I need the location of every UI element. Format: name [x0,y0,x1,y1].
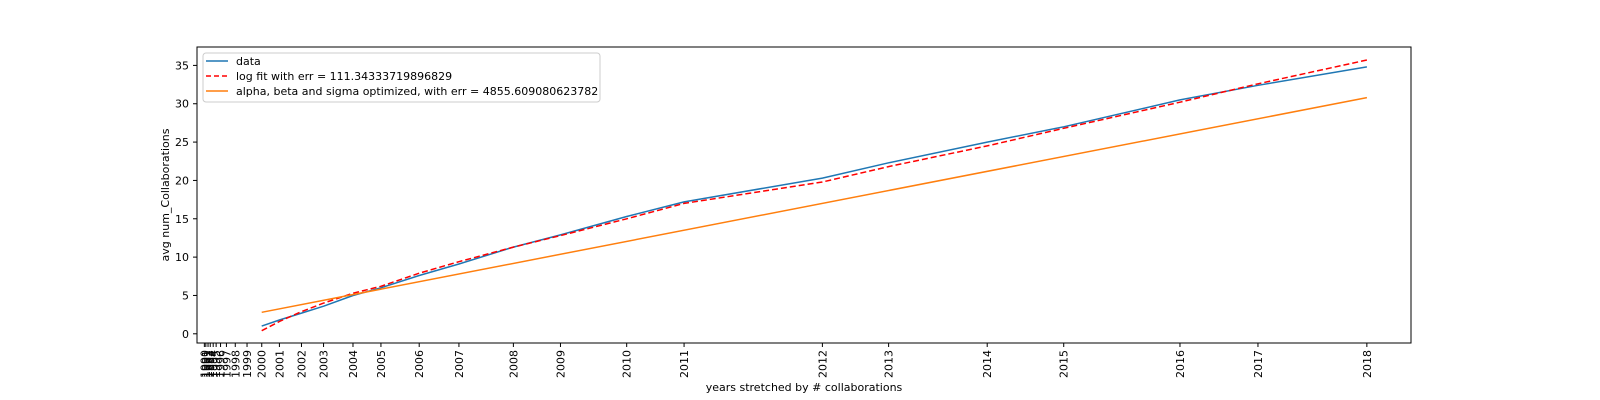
x-tick-label: 2006 [413,350,426,378]
x-tick-label: 1995 [210,350,223,378]
x-tick-label: 1990 [198,350,211,378]
series-line-optimized [261,96,1368,314]
x-tick-label: 2014 [981,350,994,378]
x-tick-label: 2011 [678,350,691,378]
x-tick-label: 2000 [256,350,269,378]
x-tick-label: 1992 [202,350,215,378]
y-axis-ticks: 0 5 10 15 20 25 30 35 [175,59,197,341]
y-tick-label: 10 [175,251,189,264]
x-tick-label: 2009 [554,350,567,378]
x-tick-label: 1999 [241,350,254,378]
legend-entry-data: data [236,55,261,68]
x-tick-label: 2018 [1361,350,1374,378]
x-tick-label: 2001 [273,350,286,378]
x-tick-label: 2005 [375,350,388,378]
series-line-log-fit [261,59,1368,332]
x-tick-label: 1997 [220,350,233,378]
x-tick-label: 2004 [347,350,360,378]
x-tick-label: 2015 [1058,350,1071,378]
x-tick-label: 1991 [200,350,213,378]
legend-entry-optimized: alpha, beta and sigma optimized, with er… [236,85,598,98]
x-tick-label: 2007 [453,350,466,378]
x-tick-label: 2003 [318,350,331,378]
x-tick-label: 2002 [295,350,308,378]
y-tick-label: 0 [182,328,189,341]
axes-frame [196,46,1412,344]
y-tick-label: 15 [175,213,189,226]
series-layer [261,59,1368,332]
legend-box [202,52,601,103]
series-line-data [261,66,1368,327]
x-tick-label: 2017 [1252,350,1265,378]
x-tick-label: 2013 [883,350,896,378]
y-tick-label: 20 [175,174,189,187]
x-tick-label: 1993 [204,350,217,378]
y-tick-label: 35 [175,59,189,72]
y-axis-label: avg num_Collaborations [159,128,172,261]
x-axis-label: years stretched by # collaborations [706,381,903,394]
x-tick-label: 2016 [1174,350,1187,378]
y-tick-label: 25 [175,136,189,149]
x-tick-label: 2012 [816,350,829,378]
x-tick-label: 2010 [621,350,634,378]
x-tick-label: 2008 [507,350,520,378]
x-tick-label: 1998 [229,350,242,378]
y-tick-label: 30 [175,98,189,111]
x-axis-ticks: 1990199119921993199419951996199719981999… [198,343,1374,378]
legend: data log fit with err = 111.343337198968… [202,52,601,103]
y-tick-label: 5 [182,289,189,302]
x-tick-label: 1994 [207,350,220,378]
legend-entry-log-fit: log fit with err = 111.34333719896829 [236,70,452,83]
x-tick-label: 1996 [215,350,228,378]
